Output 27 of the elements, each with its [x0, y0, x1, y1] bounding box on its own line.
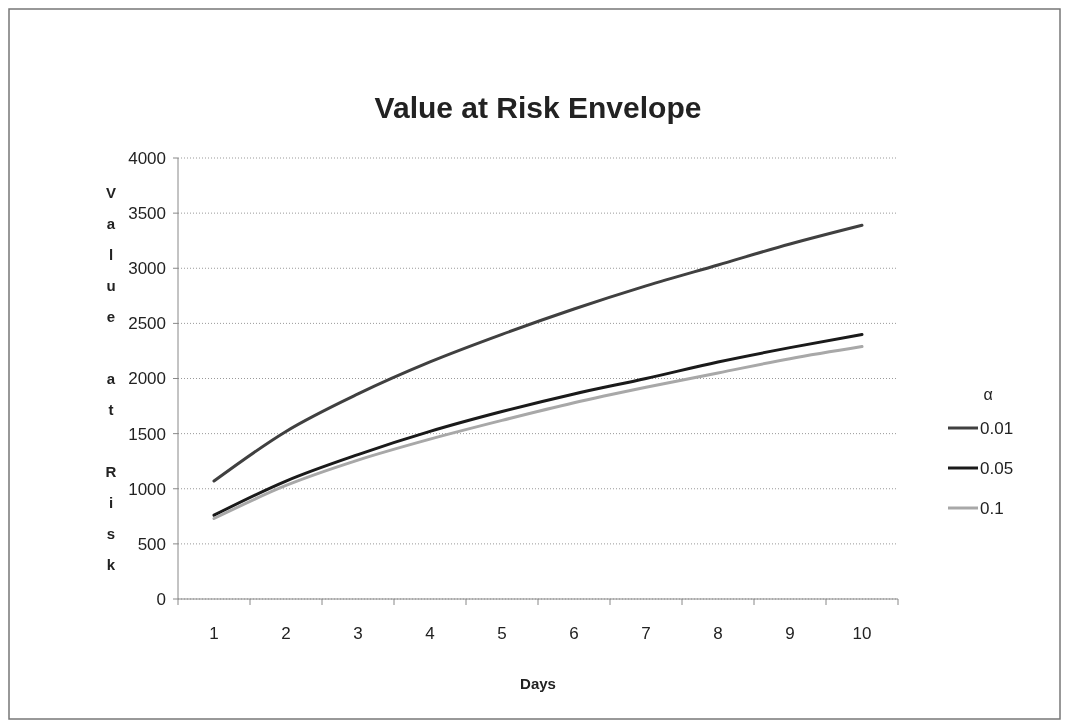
y-tick-label: 3500	[128, 204, 166, 224]
x-tick-label: 7	[641, 624, 651, 643]
y-tick-label: 2500	[128, 314, 166, 334]
x-tick-label: 3	[353, 624, 363, 643]
y-tick-label: 500	[137, 534, 166, 554]
y-tick-label: 4000	[128, 148, 166, 168]
y-tick-label: 0	[156, 589, 166, 609]
y-axis-title: Value at Risk	[102, 184, 120, 587]
legend-label: 0.1	[980, 498, 1004, 518]
x-tick-label: 6	[569, 624, 579, 643]
x-tick-label: 1	[209, 624, 219, 643]
y-tick-label: 1500	[128, 424, 166, 444]
x-axis-title: Days	[520, 675, 556, 692]
y-tick-label: 3000	[128, 259, 166, 279]
x-tick-label: 5	[497, 624, 507, 643]
legend-label: 0.05	[980, 458, 1014, 478]
y-tick-label: 1000	[128, 479, 166, 499]
legend-label: 0.01	[980, 418, 1014, 438]
x-tick-label: 8	[713, 624, 723, 643]
y-tick-label: 2000	[128, 369, 166, 389]
x-tick-label: 9	[785, 624, 795, 643]
x-tick-label: 2	[281, 624, 291, 643]
chart-title: Value at Risk Envelope	[374, 91, 702, 124]
x-tick-label: 10	[852, 624, 872, 643]
line-series	[212, 223, 864, 483]
x-tick-label: 4	[425, 624, 435, 643]
legend-title: α	[983, 386, 993, 403]
